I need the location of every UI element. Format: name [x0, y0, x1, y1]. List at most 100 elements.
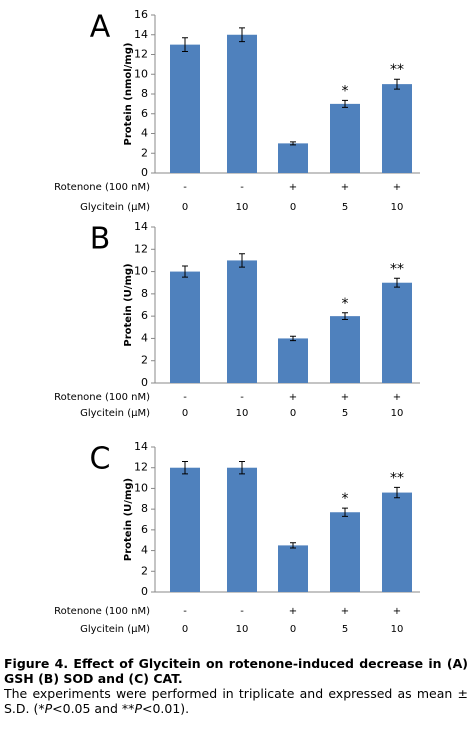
bar: [382, 84, 412, 173]
condition-value: 10: [391, 408, 404, 419]
y-tick-label: 6: [141, 107, 148, 120]
condition-value: +: [289, 182, 297, 193]
bar: [227, 260, 257, 383]
bar: [170, 44, 200, 173]
error-bar: [342, 312, 348, 320]
bar: [278, 143, 308, 173]
condition-value: 10: [236, 408, 249, 419]
error-bar: [342, 507, 348, 517]
y-axis-label: Protein (nmol/mg): [123, 43, 134, 146]
condition-value: -: [240, 392, 244, 403]
condition-label: Glycitein (µM): [80, 624, 150, 635]
condition-value: +: [289, 392, 297, 403]
caption-italic: P: [134, 701, 142, 716]
caption: Figure 4. Effect of Glycitein on rotenon…: [4, 656, 468, 716]
condition-value: +: [341, 182, 349, 193]
significance-label: *: [342, 491, 349, 507]
significance-label: *: [342, 83, 349, 99]
condition-value: 0: [290, 408, 296, 419]
caption-text: <0.05 and **: [52, 701, 135, 716]
error-bar: [182, 37, 188, 53]
condition-value: +: [289, 606, 297, 617]
condition-label: Rotenone (100 nM): [54, 182, 150, 193]
y-tick-label: 8: [141, 87, 148, 100]
error-bar: [394, 277, 400, 288]
significance-label: *: [342, 296, 349, 312]
condition-value: -: [183, 182, 187, 193]
condition-value: +: [341, 392, 349, 403]
error-bar: [342, 99, 348, 108]
y-tick-label: 10: [134, 481, 148, 494]
condition-label: Rotenone (100 nM): [54, 606, 150, 617]
y-tick-label: 16: [134, 8, 148, 21]
condition-label: Rotenone (100 nM): [54, 392, 150, 403]
y-tick-label: 2: [141, 354, 148, 367]
y-tick-label: 10: [134, 67, 148, 80]
bar: [227, 467, 257, 592]
condition-value: +: [393, 392, 401, 403]
condition-value: +: [393, 182, 401, 193]
condition-value: 0: [182, 202, 188, 213]
y-tick-label: 14: [134, 28, 148, 41]
condition-value: 0: [182, 624, 188, 635]
condition-value: +: [393, 606, 401, 617]
y-tick-label: 0: [141, 585, 148, 598]
y-tick-label: 8: [141, 502, 148, 515]
condition-value: -: [183, 392, 187, 403]
bar: [382, 282, 412, 383]
y-tick-label: 6: [141, 309, 148, 322]
y-tick-label: 14: [134, 440, 148, 453]
y-tick-label: 14: [134, 220, 148, 233]
error-bar: [394, 486, 400, 499]
significance-label: **: [390, 470, 404, 486]
condition-value: -: [240, 606, 244, 617]
bar: [170, 467, 200, 592]
error-bar: [239, 27, 245, 43]
condition-label: Glycitein (µM): [80, 202, 150, 213]
condition-value: 10: [391, 624, 404, 635]
condition-value: 10: [391, 202, 404, 213]
y-tick-label: 12: [134, 461, 148, 474]
bar: [330, 512, 360, 592]
y-tick-label: 0: [141, 166, 148, 179]
y-tick-label: 10: [134, 265, 148, 278]
y-tick-label: 12: [134, 48, 148, 61]
y-axis-label: Protein (U/mg): [123, 263, 134, 346]
bar: [227, 34, 257, 173]
caption-text: The experiments were performed in tripli…: [4, 686, 468, 716]
panel-label: B: [90, 222, 111, 257]
caption-text: <0.01).: [141, 701, 190, 716]
y-tick-label: 0: [141, 376, 148, 389]
significance-label: **: [390, 62, 404, 78]
condition-value: -: [183, 606, 187, 617]
panel-label: A: [90, 10, 111, 45]
error-bar: [394, 78, 400, 90]
condition-value: 0: [182, 408, 188, 419]
caption-title: Figure 4. Effect of Glycitein on rotenon…: [4, 656, 468, 686]
error-bar: [290, 335, 296, 342]
error-bar: [239, 253, 245, 268]
condition-value: -: [240, 182, 244, 193]
error-bar: [182, 461, 188, 475]
error-bar: [239, 461, 245, 475]
condition-value: 10: [236, 202, 249, 213]
y-tick-label: 4: [141, 544, 148, 557]
condition-value: 10: [236, 624, 249, 635]
y-axis-label: Protein (U/mg): [123, 478, 134, 561]
error-bar: [290, 141, 296, 146]
error-bar: [182, 265, 188, 278]
bar: [278, 338, 308, 383]
condition-value: 0: [290, 202, 296, 213]
bar: [330, 103, 360, 173]
error-bar: [290, 542, 296, 549]
significance-label: **: [390, 261, 404, 277]
bar: [170, 271, 200, 383]
y-tick-label: 8: [141, 287, 148, 300]
y-tick-label: 2: [141, 146, 148, 159]
bar: [278, 545, 308, 592]
y-tick-label: 4: [141, 331, 148, 344]
y-tick-label: 6: [141, 523, 148, 536]
y-tick-label: 12: [134, 242, 148, 255]
